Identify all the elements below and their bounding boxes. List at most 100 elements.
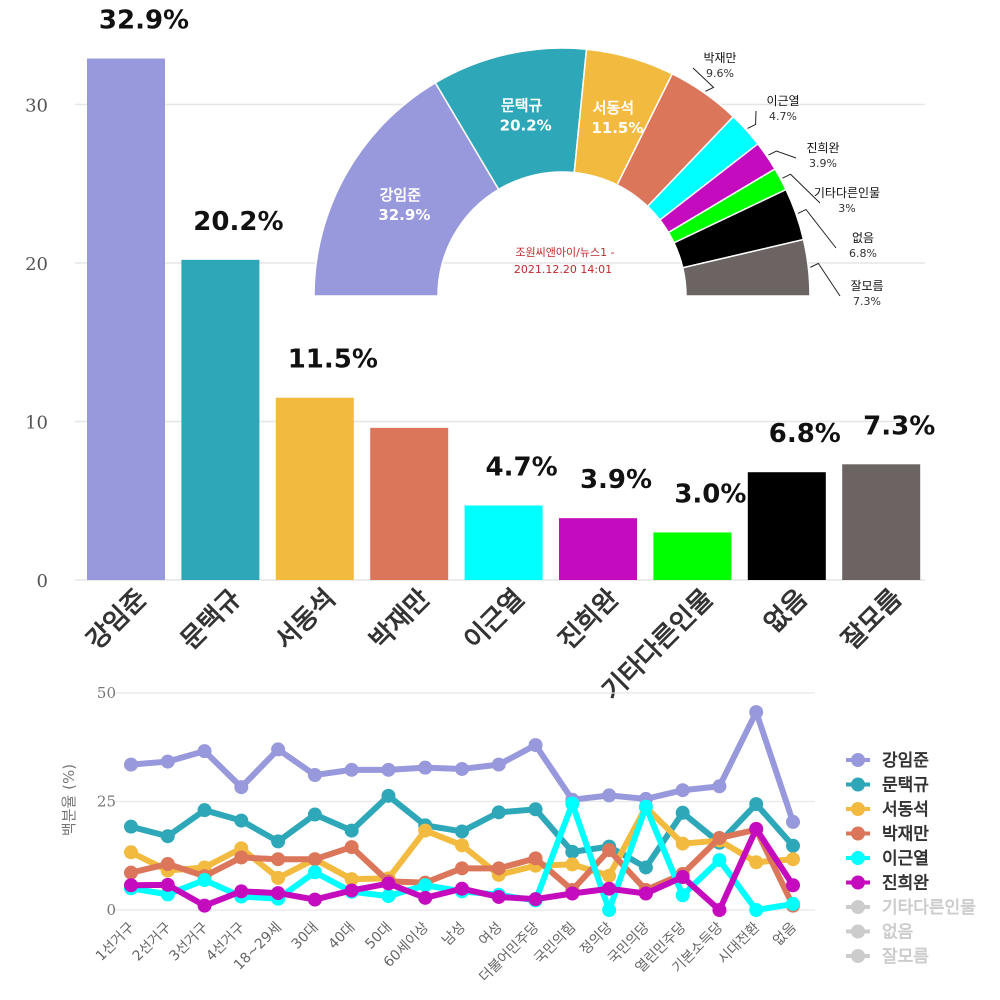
series-point[interactable] <box>455 824 469 839</box>
series-point[interactable] <box>234 780 249 795</box>
series-point[interactable] <box>675 783 690 798</box>
series-point[interactable] <box>565 886 580 901</box>
series-point[interactable] <box>675 836 690 851</box>
legend-item[interactable]: 잘모름 <box>846 946 929 967</box>
series-point[interactable] <box>124 819 138 834</box>
series-point[interactable] <box>381 889 396 904</box>
legend-item[interactable]: 문택규 <box>846 776 929 796</box>
series-point[interactable] <box>271 742 286 757</box>
series-point[interactable] <box>491 861 506 876</box>
series-point[interactable] <box>307 892 322 907</box>
series-point[interactable] <box>602 868 617 883</box>
series-point[interactable] <box>124 845 138 860</box>
series-point[interactable] <box>675 888 690 903</box>
series-point[interactable] <box>418 823 433 838</box>
series-point[interactable] <box>418 878 433 893</box>
legend-item[interactable]: 박재만 <box>846 825 929 845</box>
series-point[interactable] <box>455 838 469 853</box>
series-point[interactable] <box>749 705 764 720</box>
series-point[interactable] <box>381 788 396 803</box>
series-point[interactable] <box>712 903 727 917</box>
series-point[interactable] <box>271 886 286 901</box>
series-point[interactable] <box>307 807 322 822</box>
series-point[interactable] <box>491 805 506 820</box>
series-point[interactable] <box>455 861 469 876</box>
series-point[interactable] <box>160 754 175 769</box>
bar[interactable] <box>559 518 637 580</box>
series-point[interactable] <box>491 757 506 772</box>
series-point[interactable] <box>602 903 617 917</box>
series-point[interactable] <box>160 877 175 892</box>
series-point[interactable] <box>418 760 433 775</box>
series-point[interactable] <box>197 873 212 888</box>
series-point[interactable] <box>197 803 212 818</box>
series-point[interactable] <box>271 852 286 867</box>
series-point[interactable] <box>675 805 690 820</box>
bar[interactable] <box>747 472 826 580</box>
series-point[interactable] <box>749 903 764 917</box>
series-point[interactable] <box>344 762 359 777</box>
series-point[interactable] <box>160 829 175 844</box>
series-point[interactable] <box>124 757 138 772</box>
series-point[interactable] <box>565 796 580 811</box>
bar[interactable] <box>653 532 732 580</box>
series-point[interactable] <box>197 744 212 759</box>
series-point[interactable] <box>528 892 543 907</box>
series-point[interactable] <box>455 761 469 776</box>
series-point[interactable] <box>124 865 138 880</box>
legend-item[interactable]: 이근열 <box>846 849 929 869</box>
series-point[interactable] <box>528 802 543 817</box>
series-point[interactable] <box>160 856 175 871</box>
series-point[interactable] <box>307 865 322 880</box>
series-point[interactable] <box>638 799 653 814</box>
series-point[interactable] <box>786 814 800 829</box>
series-point[interactable] <box>344 823 359 838</box>
series-point[interactable] <box>234 850 249 865</box>
series-point[interactable] <box>124 878 138 893</box>
series-point[interactable] <box>602 788 617 803</box>
series-point[interactable] <box>491 889 506 904</box>
series-point[interactable] <box>786 896 800 911</box>
series-point[interactable] <box>602 843 617 858</box>
series-point[interactable] <box>381 876 396 891</box>
series-point[interactable] <box>712 853 727 868</box>
donut-slice[interactable] <box>681 238 811 297</box>
legend-item[interactable]: 기타다른인물 <box>846 898 976 918</box>
series-point[interactable] <box>271 870 286 885</box>
series-point[interactable] <box>528 738 543 753</box>
series-point[interactable] <box>455 881 469 896</box>
series-point[interactable] <box>786 878 800 893</box>
series-point[interactable] <box>528 851 543 866</box>
series-point[interactable] <box>712 830 727 845</box>
legend-item[interactable]: 진희완 <box>846 874 929 894</box>
series-point[interactable] <box>565 857 580 872</box>
series-point[interactable] <box>786 838 800 853</box>
legend-item[interactable]: 서동석 <box>846 800 929 820</box>
series-point[interactable] <box>344 883 359 898</box>
bar[interactable] <box>842 464 921 580</box>
series-point[interactable] <box>271 834 286 849</box>
legend-item[interactable]: 없음 <box>846 923 914 943</box>
series-point[interactable] <box>565 844 580 859</box>
series-point[interactable] <box>749 797 764 812</box>
series-point[interactable] <box>602 881 617 896</box>
series-point[interactable] <box>638 860 653 875</box>
series-point[interactable] <box>675 870 690 885</box>
series-point[interactable] <box>638 886 653 901</box>
series-point[interactable] <box>786 852 800 867</box>
bar[interactable] <box>87 58 165 581</box>
series-point[interactable] <box>234 813 249 828</box>
series-point[interactable] <box>749 855 764 870</box>
series-point[interactable] <box>381 762 396 777</box>
series-point[interactable] <box>344 840 359 855</box>
bar[interactable] <box>464 505 543 580</box>
bar[interactable] <box>275 397 354 580</box>
donut-slice[interactable] <box>313 81 500 297</box>
series-point[interactable] <box>234 884 249 899</box>
series-point[interactable] <box>344 872 359 887</box>
series-point[interactable] <box>749 821 764 836</box>
bar[interactable] <box>181 259 260 580</box>
bar[interactable] <box>370 427 449 580</box>
series-point[interactable] <box>197 898 212 913</box>
series-point[interactable] <box>307 852 322 867</box>
